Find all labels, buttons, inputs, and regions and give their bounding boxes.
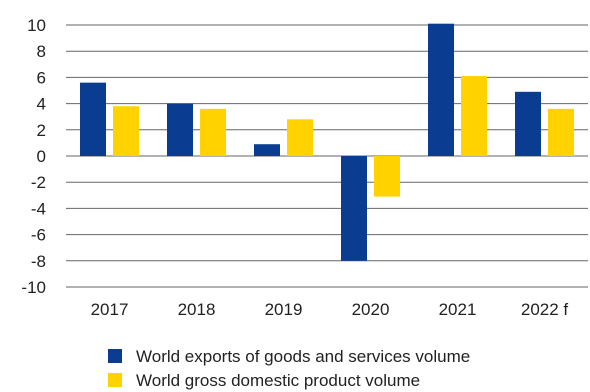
gridlines <box>66 24 588 288</box>
x-tick-label: 2021 <box>439 300 477 319</box>
bar-series-2 <box>200 108 226 156</box>
y-tick-label: -2 <box>31 173 46 192</box>
x-axis-ticks: 2017 2018 2019 2020 2021 2022 f <box>91 300 569 319</box>
x-tick-label: 2019 <box>265 300 303 319</box>
y-tick-label: 6 <box>37 68 46 87</box>
y-tick-label: 4 <box>37 95 46 114</box>
y-tick-label: -4 <box>31 199 46 218</box>
bar-series-1 <box>428 23 454 156</box>
y-tick-label: -6 <box>31 226 46 245</box>
y-tick-label: -10 <box>21 278 46 297</box>
legend: World exports of goods and services volu… <box>108 347 470 390</box>
bar-series-2 <box>461 76 487 156</box>
x-tick-label: 2020 <box>352 300 390 319</box>
y-tick-label: -8 <box>31 252 46 271</box>
bar-series-1 <box>515 91 541 156</box>
bar-series-1 <box>254 144 280 156</box>
bar-series-2 <box>287 119 313 156</box>
legend-label: World gross domestic product volume <box>136 371 420 390</box>
x-tick-label: 2018 <box>178 300 216 319</box>
legend-label: World exports of goods and services volu… <box>136 347 470 366</box>
bar-series-2 <box>548 108 574 156</box>
bar-series-1 <box>341 156 367 261</box>
bar-series-1 <box>80 82 106 156</box>
y-axis-ticks: 10 8 6 4 2 0 -2 -4 -6 -8 -10 <box>21 16 46 297</box>
legend-swatch <box>108 349 122 363</box>
bar-series-2 <box>113 106 139 156</box>
legend-swatch <box>108 373 122 387</box>
y-tick-label: 0 <box>37 147 46 166</box>
x-tick-label: 2022 f <box>521 300 569 319</box>
bars <box>80 23 574 261</box>
bar-series-2 <box>374 156 400 197</box>
y-tick-label: 2 <box>37 121 46 140</box>
y-tick-label: 10 <box>27 16 46 35</box>
y-tick-label: 8 <box>37 42 46 61</box>
x-tick-label: 2017 <box>91 300 129 319</box>
bar-series-1 <box>167 103 193 156</box>
